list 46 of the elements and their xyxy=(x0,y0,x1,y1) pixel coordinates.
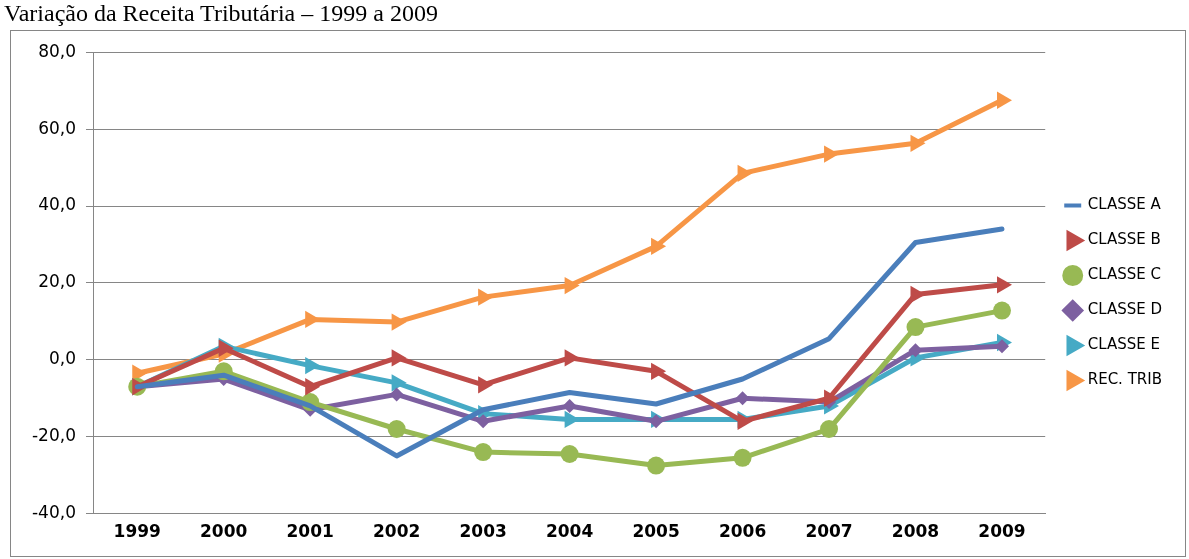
legend-label: CLASSE C xyxy=(1087,265,1161,284)
point xyxy=(996,276,1012,294)
x-tick-label: 1999 xyxy=(113,521,161,542)
point xyxy=(478,376,494,394)
legend-label: REC. TRIB xyxy=(1087,370,1162,389)
point xyxy=(647,456,666,475)
point xyxy=(824,389,840,407)
x-tick-label: 2008 xyxy=(891,521,940,542)
y-tick-label: -40,0 xyxy=(31,502,76,523)
x-tick-label: 2009 xyxy=(978,521,1026,542)
x-tick-label: 2002 xyxy=(372,521,421,542)
x-tick-label: 2004 xyxy=(545,521,594,542)
point xyxy=(651,237,667,256)
point xyxy=(649,414,664,429)
x-tick-label: 2000 xyxy=(200,521,248,542)
y-tick-label: 60,0 xyxy=(38,117,76,138)
point xyxy=(910,134,926,152)
y-tick-label: 20,0 xyxy=(38,271,76,292)
point xyxy=(391,313,407,331)
point xyxy=(996,91,1012,109)
point xyxy=(391,374,407,392)
point xyxy=(564,349,580,367)
chart-title: Variação da Receita Tributária – 1999 a 2009 xyxy=(4,0,438,27)
point xyxy=(737,164,753,182)
point xyxy=(305,378,321,396)
x-tick-label: 2006 xyxy=(718,521,767,542)
y-tick-label: 40,0 xyxy=(38,194,76,215)
legend-label: CLASSE D xyxy=(1087,300,1163,319)
legend-label: CLASSE B xyxy=(1087,230,1161,249)
x-tick-label: 2003 xyxy=(459,521,507,542)
point xyxy=(305,356,321,375)
y-tick-label: 80,0 xyxy=(38,40,76,61)
point xyxy=(478,288,494,306)
y-tick-label: 0,0 xyxy=(48,348,76,369)
point xyxy=(651,362,667,380)
y-tick-label: -20,0 xyxy=(31,425,76,446)
x-tick-label: 2007 xyxy=(805,521,853,542)
x-tick-label: 2005 xyxy=(632,521,680,542)
legend-label: CLASSE E xyxy=(1087,335,1160,354)
x-tick-label: 2001 xyxy=(286,521,334,542)
point xyxy=(820,420,839,439)
point xyxy=(476,414,491,429)
point xyxy=(391,349,407,367)
point xyxy=(564,276,580,295)
point xyxy=(474,443,493,462)
legend-label: CLASSE A xyxy=(1087,195,1162,214)
